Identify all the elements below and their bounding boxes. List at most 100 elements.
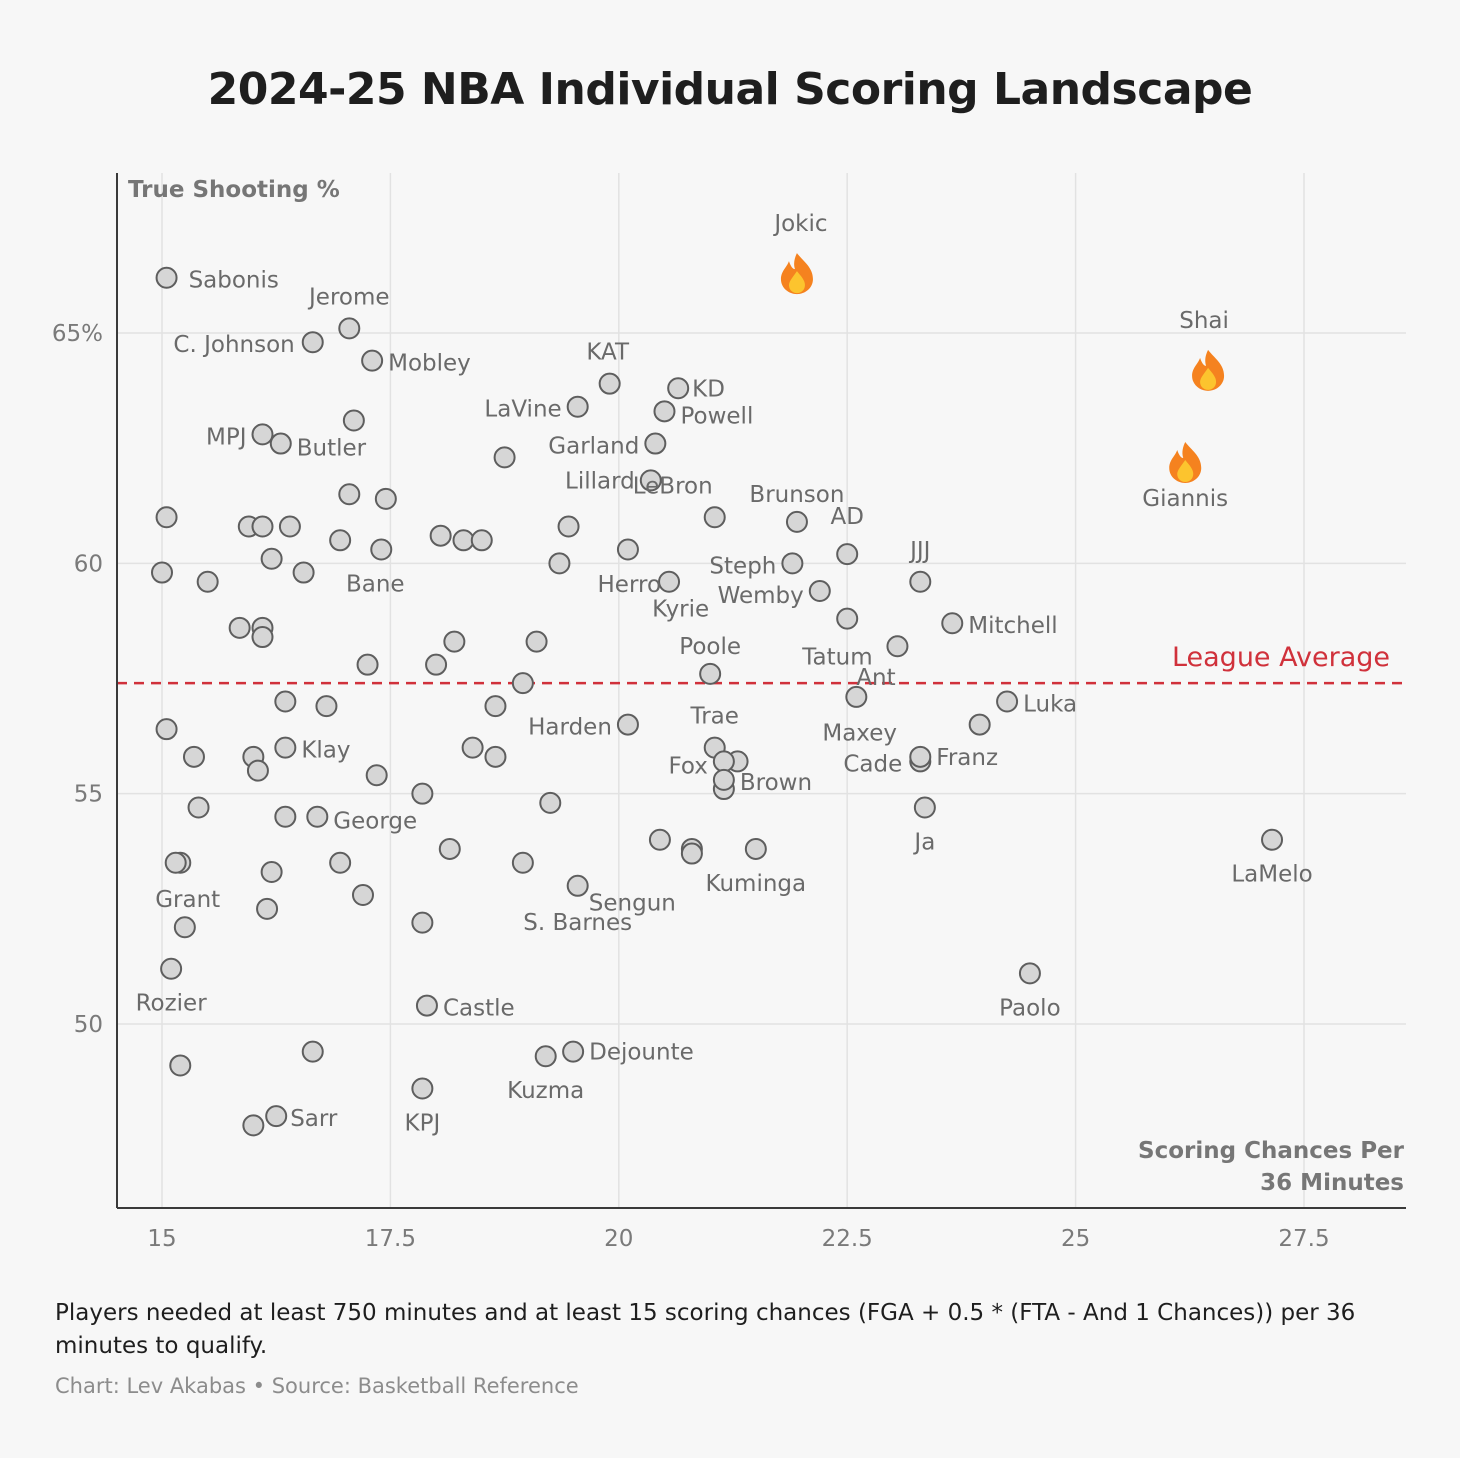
player-point-kat: [598, 372, 621, 395]
player-point: [648, 828, 671, 851]
player-point: [260, 860, 283, 883]
player-point-kpj: [411, 1077, 434, 1100]
player-label-wemby: Wemby: [718, 583, 804, 609]
player-label-garland: Garland: [548, 434, 639, 460]
player-point: [173, 916, 196, 939]
player-point-kuzma: [534, 1045, 557, 1068]
x-tick-label: 22.5: [822, 1226, 873, 1252]
player-point-ja: [913, 796, 936, 819]
player-point-lavine: [566, 395, 589, 418]
player-point: [429, 524, 452, 547]
player-label-franz: Franz: [936, 745, 998, 771]
y-tick-label: 55: [74, 782, 103, 808]
player-label-luka: Luka: [1023, 692, 1077, 718]
player-point-mpj: [251, 423, 274, 446]
player-label-jjj: JJJ: [908, 538, 930, 564]
player-label-kyrie: Kyrie: [652, 597, 709, 623]
player-point: [342, 409, 365, 432]
player-point-mobley: [361, 349, 384, 372]
point-labels: Jokic Shai Giannis Sabonis Jerome C. Johnson M…: [136, 211, 1313, 1136]
player-label-c-johnson: C. Johnson: [173, 332, 294, 358]
x-tick-label: 27.5: [1278, 1226, 1329, 1252]
player-label-herro: Herro: [598, 572, 662, 598]
player-point: [260, 547, 283, 570]
player-point-sengun: [680, 842, 703, 865]
player-point: [155, 718, 178, 741]
x-axis-title: Scoring Chances Per 36 Minutes: [1138, 1138, 1405, 1196]
player-label-fox: Fox: [668, 753, 707, 779]
player-point: [301, 1040, 324, 1063]
player-point: [484, 745, 507, 768]
player-point: [187, 796, 210, 819]
league-average-line: League Average: [117, 642, 1406, 685]
player-label-trae: Trae: [690, 704, 739, 730]
player-point: [278, 515, 301, 538]
y-tick-label: 65%: [52, 321, 103, 347]
player-point-butler: [269, 432, 292, 455]
data-points: [151, 253, 1284, 1137]
player-point: [256, 897, 279, 920]
player-label-sabonis: Sabonis: [189, 268, 279, 294]
player-point: [461, 736, 484, 759]
player-point-kyrie: [836, 607, 859, 630]
x-tick-label: 17.5: [365, 1226, 416, 1252]
player-point-bane: [370, 538, 393, 561]
x-tick-label: 20: [604, 1226, 633, 1252]
player-point: [470, 529, 493, 552]
player-point: [315, 695, 338, 718]
player-point-steph: [781, 552, 804, 575]
player-label-sarr: Sarr: [290, 1106, 338, 1132]
footnote: Players needed at least 750 minutes and …: [55, 1300, 1356, 1359]
player-label-s-barnes: S. Barnes: [523, 910, 632, 936]
player-label-rozier: Rozier: [136, 991, 208, 1017]
player-point: [151, 561, 173, 584]
player-point-lillard: [639, 469, 662, 492]
player-point-herro: [658, 570, 681, 593]
player-point-sabonis: [155, 266, 178, 289]
player-point: [557, 515, 580, 538]
y-tick-label: 60: [74, 551, 103, 577]
player-label-kpj: KPJ: [405, 1110, 441, 1136]
player-point-jerome: [338, 317, 361, 340]
player-point: [374, 487, 397, 510]
player-point: [443, 630, 466, 653]
player-point-mitchell: [941, 612, 964, 635]
axes: [116, 173, 1406, 1209]
player-point-brunson: [785, 510, 808, 533]
player-point: [548, 552, 571, 575]
fire-icon: [1169, 441, 1202, 483]
player-label-giannis: Giannis: [1142, 486, 1228, 512]
player-label-mitchell: Mitchell: [968, 613, 1057, 639]
player-point-ant: [845, 685, 868, 708]
player-point-castle: [415, 994, 438, 1017]
player-point-s-barnes: [566, 874, 589, 897]
player-label-harden: Harden: [528, 715, 612, 741]
player-point: [616, 538, 639, 561]
player-label-ja: Ja: [912, 829, 935, 855]
player-point: [356, 653, 379, 676]
player-point: [511, 851, 534, 874]
player-label-kd: KD: [692, 376, 725, 402]
player-label-castle: Castle: [443, 996, 515, 1022]
player-point: [493, 446, 516, 469]
player-label-kat: KAT: [586, 340, 630, 366]
player-label-shai: Shai: [1179, 308, 1229, 334]
player-point-jjj: [909, 570, 932, 593]
tick-labels: 15 17.5 20 22.5 25 27.5 50 55 60 65%: [52, 321, 1330, 1252]
player-point: [169, 1054, 192, 1077]
player-point: [351, 884, 374, 907]
player-label-steph: Steph: [709, 553, 776, 579]
player-label-brunson: Brunson: [749, 482, 844, 508]
player-label-maxey: Maxey: [822, 721, 897, 747]
chart-credit: Chart: Lev Akabas • Source: Basketball R…: [55, 1374, 579, 1398]
player-point-paolo: [1018, 962, 1041, 985]
player-point-tatum: [886, 635, 909, 658]
scatter-chart: 2024-25 NBA Individual Scoring Landscape…: [52, 64, 1406, 1252]
player-point: [246, 759, 269, 782]
player-label-lebron: LeBron: [633, 473, 713, 499]
fire-icon: [1192, 349, 1225, 391]
player-point-brown: [712, 768, 735, 791]
player-label-lavine: LaVine: [484, 397, 561, 423]
player-point: [182, 745, 205, 768]
